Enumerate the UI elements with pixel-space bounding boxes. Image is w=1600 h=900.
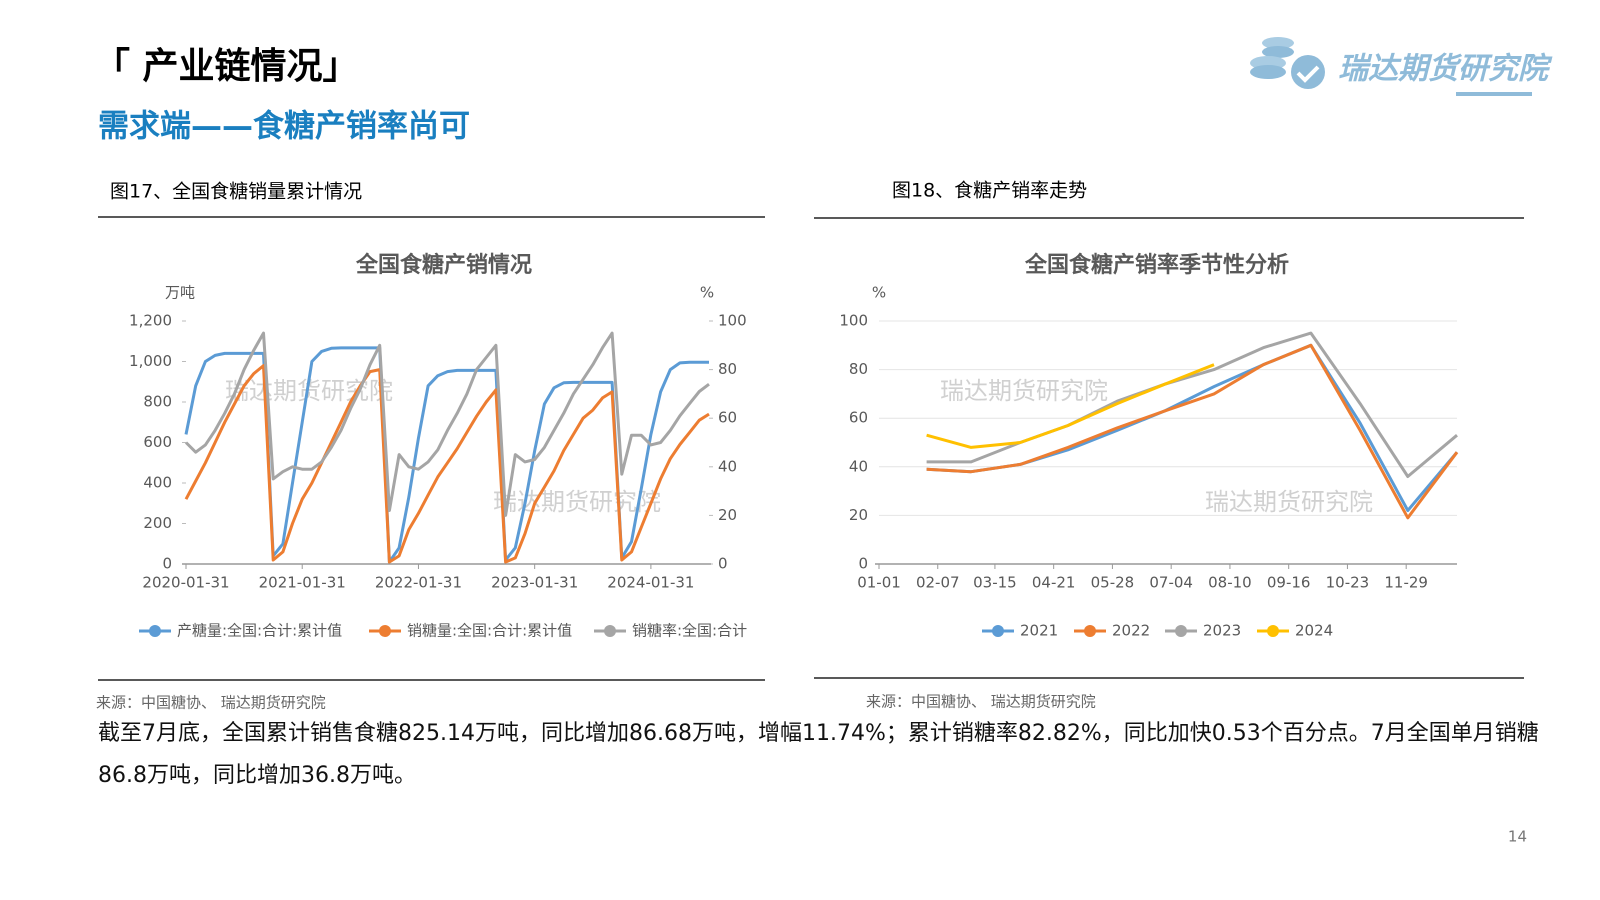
y-tick-label: 600: [143, 433, 172, 451]
legend-marker: [992, 625, 1004, 637]
y2-tick-label: 100: [718, 312, 747, 330]
series-line: [926, 331, 1458, 478]
legend-label: 销糖率:全国:合计: [632, 622, 747, 640]
logo-text: 瑞达期货研究院: [1338, 52, 1553, 87]
y-tick-label: 1,000: [129, 352, 172, 370]
source-note: 来源：中国糖协、 瑞达期货研究院: [866, 693, 1096, 711]
y2-tick-label: 0: [718, 555, 728, 573]
y2-tick-label: 20: [718, 506, 737, 524]
figure-caption: 图18、食糖产销率走势: [892, 180, 1087, 202]
legend-marker: [1084, 625, 1096, 637]
y-tick-label: 0: [162, 555, 172, 573]
watermark: 瑞达期货研究院: [1205, 488, 1373, 516]
x-tick-label: 04-21: [1032, 574, 1076, 592]
x-tick-label: 10-23: [1326, 574, 1370, 592]
x-tick-label: 03-15: [973, 574, 1017, 592]
y2-axis-unit: %: [700, 284, 714, 302]
y-tick-label: 200: [143, 514, 172, 532]
legend-marker: [1175, 625, 1187, 637]
x-tick-label: 01-01: [857, 574, 901, 592]
watermark: 瑞达期货研究院: [493, 488, 661, 516]
legend-marker: [149, 625, 161, 637]
watermark: 瑞达期货研究院: [940, 377, 1108, 405]
x-tick-label: 2024-01-31: [607, 574, 694, 592]
slide-subtitle: 需求端——食糖产销率尚可: [98, 109, 470, 145]
y-tick-label: 0: [858, 555, 868, 573]
x-tick-label: 02-07: [916, 574, 960, 592]
x-tick-label: 11-29: [1384, 574, 1428, 592]
y-tick-label: 400: [143, 474, 172, 492]
legend-marker: [604, 625, 616, 637]
x-tick-label: 08-10: [1208, 574, 1252, 592]
y-tick-label: 80: [849, 360, 868, 378]
body-text: 截至7月底，全国累计销售食糖825.14万吨，同比增加86.68万吨，增幅11.…: [98, 721, 1539, 788]
y2-tick-label: 60: [718, 409, 737, 427]
source-note: 来源：中国糖协、 瑞达期货研究院: [96, 694, 326, 712]
y-tick-label: 20: [849, 506, 868, 524]
y-tick-label: 60: [849, 409, 868, 427]
y-tick-label: 40: [849, 457, 868, 475]
chart-title: 全国食糖产销情况: [355, 252, 532, 278]
y-axis-unit: %: [872, 284, 886, 302]
legend-marker: [1267, 625, 1279, 637]
y-tick-label: 100: [839, 312, 868, 330]
logo-underline: [1456, 92, 1532, 96]
x-tick-label: 2023-01-31: [491, 574, 578, 592]
figure-caption: 图17、全国食糖销量累计情况: [110, 181, 362, 203]
legend-label: 2023: [1203, 622, 1241, 640]
series-line: [184, 364, 710, 564]
x-tick-label: 05-28: [1091, 574, 1135, 592]
legend-marker: [379, 625, 391, 637]
legend-label: 2021: [1020, 622, 1058, 640]
x-tick-label: 2021-01-31: [259, 574, 346, 592]
x-tick-label: 09-16: [1267, 574, 1311, 592]
legend-label: 销糖量:全国:合计:累计值: [407, 622, 572, 640]
y2-tick-label: 80: [718, 360, 737, 378]
chart-title: 全国食糖产销率季节性分析: [1024, 252, 1289, 278]
y-tick-label: 1,200: [129, 312, 172, 330]
logo-icon: [1250, 37, 1325, 89]
slide-title: 「 产业链情况」: [94, 46, 359, 87]
x-tick-label: 2020-01-31: [142, 574, 229, 592]
legend-label: 产糖量:全国:合计:累计值: [177, 622, 342, 640]
x-tick-label: 2022-01-31: [375, 574, 462, 592]
y2-tick-label: 40: [718, 457, 737, 475]
series-line: [184, 331, 710, 517]
series-line: [926, 363, 1215, 449]
series-line: [926, 343, 1459, 520]
legend-label: 2024: [1295, 622, 1333, 640]
legend-label: 2022: [1112, 622, 1150, 640]
y-tick-label: 800: [143, 393, 172, 411]
page-number: 14: [1508, 828, 1527, 846]
x-tick-label: 07-04: [1149, 574, 1193, 592]
y-axis-unit: 万吨: [165, 284, 195, 302]
